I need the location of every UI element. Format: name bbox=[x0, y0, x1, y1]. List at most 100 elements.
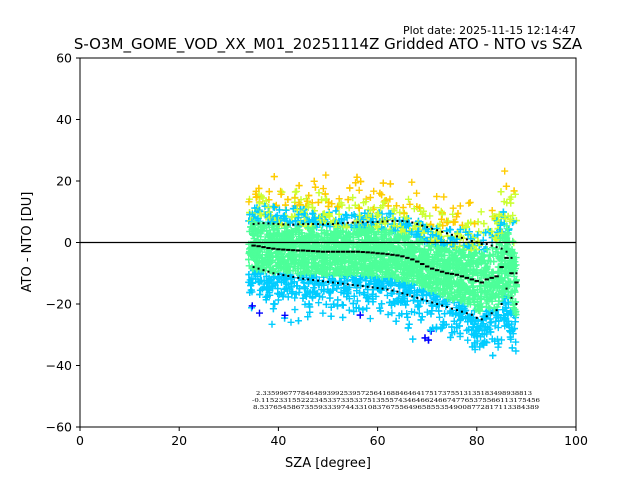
data-point bbox=[256, 210, 264, 218]
data-point bbox=[360, 199, 368, 207]
data-point bbox=[438, 215, 446, 223]
data-point bbox=[488, 335, 496, 343]
data-point bbox=[378, 300, 386, 308]
data-point bbox=[444, 217, 452, 225]
data-point bbox=[489, 251, 497, 258]
data-point bbox=[414, 298, 422, 306]
data-point bbox=[248, 302, 256, 310]
data-point bbox=[378, 191, 386, 199]
data-point bbox=[413, 189, 421, 197]
data-point bbox=[334, 296, 342, 304]
data-point bbox=[319, 309, 327, 317]
data-point bbox=[252, 193, 260, 201]
data-point bbox=[427, 310, 435, 318]
data-point bbox=[404, 313, 411, 321]
data-point bbox=[359, 306, 367, 314]
data-point bbox=[511, 190, 519, 198]
data-point bbox=[508, 344, 516, 352]
chart-title: S-O3M_GOME_VOD_XX_M01_20251114Z Gridded … bbox=[74, 35, 583, 54]
data-point bbox=[449, 204, 457, 212]
data-point bbox=[432, 204, 440, 211]
data-point bbox=[293, 282, 301, 290]
data-point bbox=[400, 240, 408, 248]
data-point bbox=[344, 196, 352, 204]
data-point bbox=[245, 198, 253, 206]
data-point bbox=[464, 219, 472, 227]
data-point bbox=[464, 336, 472, 344]
data-point bbox=[427, 234, 434, 241]
data-point bbox=[416, 223, 424, 231]
data-point bbox=[396, 209, 404, 216]
data-point bbox=[336, 277, 344, 285]
data-point bbox=[311, 183, 319, 191]
data-point bbox=[480, 220, 488, 228]
data-point bbox=[464, 231, 472, 239]
data-point bbox=[488, 207, 496, 214]
data-point bbox=[303, 197, 311, 205]
data-point bbox=[427, 299, 435, 307]
data-point bbox=[460, 224, 468, 232]
data-point bbox=[488, 227, 496, 235]
data-point bbox=[353, 173, 361, 181]
data-point bbox=[350, 292, 358, 300]
data-point bbox=[475, 228, 483, 236]
data-point bbox=[350, 307, 358, 315]
data-point bbox=[315, 189, 323, 197]
data-point bbox=[295, 182, 303, 190]
data-point bbox=[386, 195, 394, 203]
data-point bbox=[487, 318, 495, 326]
data-point bbox=[506, 217, 514, 225]
data-point bbox=[256, 309, 263, 317]
data-point bbox=[499, 208, 507, 216]
data-point bbox=[446, 307, 454, 315]
data-point bbox=[345, 283, 353, 291]
data-point bbox=[392, 317, 400, 325]
data-point bbox=[471, 220, 479, 228]
data-point bbox=[330, 300, 337, 308]
data-point bbox=[362, 215, 370, 223]
data-point bbox=[377, 204, 385, 212]
data-point bbox=[451, 328, 458, 336]
data-point bbox=[411, 308, 418, 316]
data-point bbox=[291, 294, 299, 302]
data-point bbox=[305, 300, 313, 308]
data-point bbox=[288, 213, 296, 221]
data-point bbox=[322, 171, 330, 179]
data-point bbox=[435, 307, 443, 315]
data-point bbox=[473, 286, 481, 294]
data-point bbox=[366, 194, 374, 201]
data-point bbox=[417, 269, 425, 277]
data-point bbox=[313, 223, 321, 231]
data-point bbox=[492, 311, 500, 319]
data-point bbox=[423, 308, 431, 316]
data-point bbox=[474, 317, 482, 325]
data-point bbox=[433, 323, 440, 331]
data-point bbox=[245, 262, 253, 270]
data-point bbox=[424, 228, 432, 236]
data-point bbox=[248, 275, 256, 283]
data-point bbox=[268, 320, 276, 328]
data-point bbox=[283, 280, 291, 288]
data-point bbox=[356, 311, 364, 319]
data-point bbox=[381, 220, 389, 228]
data-point bbox=[360, 289, 368, 297]
data-point bbox=[346, 184, 354, 192]
data-point bbox=[502, 237, 510, 245]
data-point bbox=[481, 338, 489, 345]
data-point bbox=[315, 277, 323, 285]
data-point bbox=[479, 320, 487, 328]
plot-date: Plot date: 2025-11-15 12:14:47 bbox=[403, 24, 576, 37]
data-point bbox=[338, 301, 346, 309]
data-point bbox=[512, 307, 520, 315]
data-point bbox=[486, 304, 494, 312]
data-point bbox=[355, 204, 363, 212]
data-point bbox=[466, 245, 474, 253]
data-point bbox=[356, 260, 364, 267]
data-point bbox=[433, 193, 441, 200]
data-point bbox=[324, 285, 332, 293]
data-point bbox=[305, 217, 313, 225]
data-point bbox=[405, 195, 412, 203]
data-point bbox=[406, 200, 414, 208]
data-point bbox=[364, 292, 372, 300]
